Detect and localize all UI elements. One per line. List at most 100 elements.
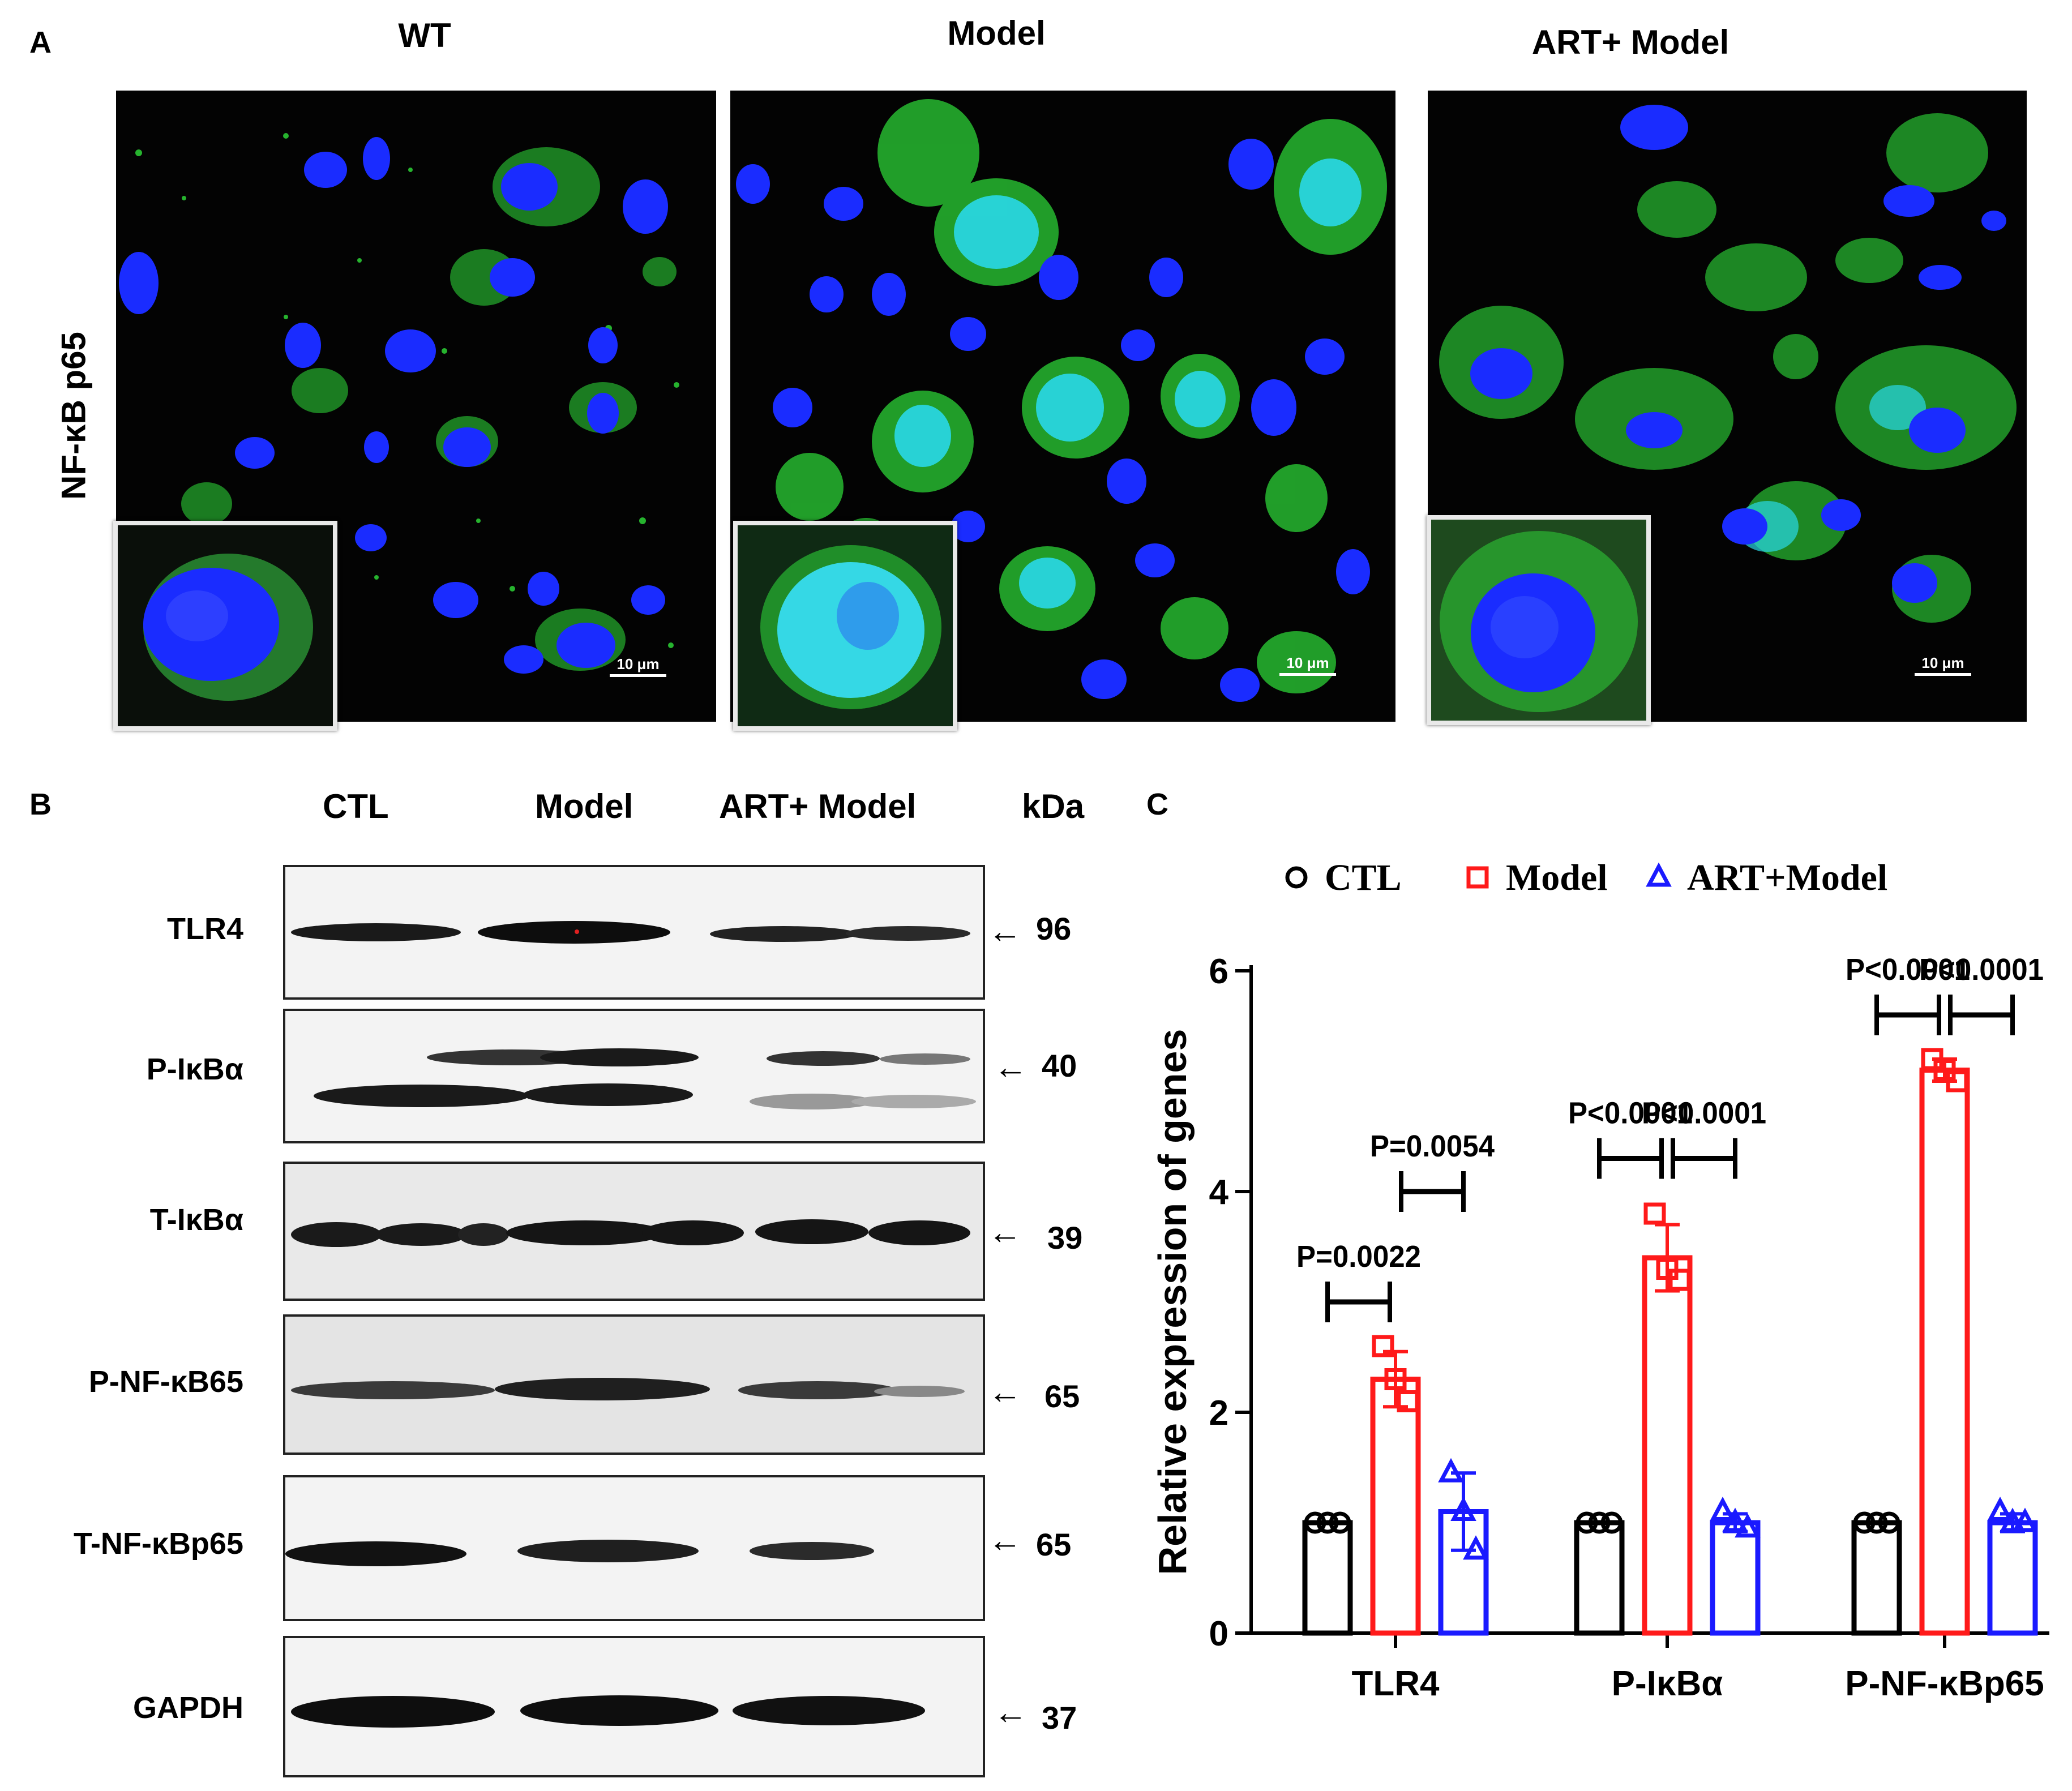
kda-header: kDa bbox=[1022, 787, 1085, 825]
kda-t-ikba: 39 bbox=[1047, 1220, 1083, 1256]
data-point bbox=[1735, 1513, 1761, 1538]
kda-tlr4: 96 bbox=[1036, 911, 1072, 946]
inset-wt bbox=[113, 521, 337, 731]
data-point bbox=[1722, 1507, 1748, 1532]
data-point bbox=[1668, 1269, 1691, 1291]
blot-label-t-ikba: T-IκBα bbox=[149, 1203, 243, 1237]
y-tick-label: 2 bbox=[1209, 1394, 1228, 1433]
data-point bbox=[1600, 1511, 1623, 1534]
lane-label-model: Model bbox=[535, 787, 633, 825]
inset-art-model-image bbox=[1431, 520, 1646, 721]
blot-label-gapdh: GAPDH bbox=[132, 1691, 243, 1725]
scale-bar-label: 10 μm bbox=[1921, 654, 1964, 671]
kda-t-nfkbp65: 65 bbox=[1036, 1527, 1072, 1562]
p-value-label: P=0.0022 bbox=[1296, 1240, 1421, 1274]
data-point bbox=[1643, 1202, 1666, 1225]
blot-label-p-ikba: P-IκBα bbox=[146, 1052, 243, 1086]
p-value-label: P<0.0001 bbox=[1642, 1096, 1766, 1130]
data-point bbox=[1384, 1368, 1407, 1390]
arrow-gapdh: ← bbox=[994, 1693, 1028, 1731]
panel-c-letter: C bbox=[1146, 787, 1168, 821]
blot-t-nfkbp65 bbox=[283, 1475, 985, 1621]
p-value-label: P<0.0001 bbox=[1846, 953, 1970, 987]
bar bbox=[1851, 1520, 1902, 1636]
data-point bbox=[1463, 1535, 1489, 1560]
panel-a-title-model: Model bbox=[947, 14, 1046, 52]
kda-gapdh: 37 bbox=[1042, 1700, 1077, 1736]
bar bbox=[1302, 1520, 1353, 1636]
data-point bbox=[1987, 1497, 2013, 1521]
p-value-label: P=0.0054 bbox=[1370, 1129, 1495, 1163]
data-point bbox=[1710, 1497, 1736, 1521]
panel-a-title-wt: WT bbox=[398, 16, 451, 54]
blot-t-ikba-bands bbox=[285, 1164, 983, 1299]
blot-gapdh-bands bbox=[291, 1695, 925, 1728]
data-point bbox=[1329, 1511, 1351, 1534]
blot-label-tlr4: TLR4 bbox=[167, 912, 243, 946]
blot-p-ikba bbox=[283, 1009, 985, 1143]
panel-a-title-art-model: ART+ Model bbox=[1531, 23, 1729, 61]
p-value-label: P<0.0001 bbox=[1919, 953, 2044, 987]
blot-label-p-nfkb65: P-NF-κB65 bbox=[88, 1365, 243, 1399]
data-point bbox=[1316, 1511, 1339, 1534]
data-point bbox=[1285, 866, 1308, 889]
blot-label-t-nfkbp65: T-NF-κBp65 bbox=[73, 1527, 243, 1561]
legend-label: Model bbox=[1506, 857, 1608, 898]
data-point bbox=[1865, 1511, 1888, 1534]
kda-p-ikba: 40 bbox=[1042, 1048, 1077, 1083]
kda-p-nfkb65: 65 bbox=[1044, 1378, 1080, 1414]
arrow-p-ikba: ← bbox=[994, 1048, 1028, 1086]
micrograph-art-model: 10 μm bbox=[1428, 91, 2027, 722]
data-point bbox=[1853, 1511, 1876, 1534]
scale-bar-art-model: 10 μm bbox=[1915, 654, 1971, 677]
data-point bbox=[2000, 1507, 2026, 1532]
arrow-t-nfkbp65: ← bbox=[988, 1521, 1022, 1559]
lane-label-ctl: CTL bbox=[323, 787, 389, 825]
data-point bbox=[2012, 1507, 2038, 1532]
bar bbox=[1574, 1520, 1625, 1636]
x-tick-label: P-IκBα bbox=[1612, 1664, 1723, 1703]
arrow-tlr4: ← bbox=[988, 912, 1022, 950]
scale-bar-wt: 10 μm bbox=[610, 655, 666, 678]
data-point bbox=[1372, 1335, 1394, 1357]
legend-label: ART+Model bbox=[1687, 857, 1887, 898]
scale-bar-label: 10 μm bbox=[1286, 654, 1329, 671]
blot-p-ikba-bands bbox=[314, 1048, 976, 1109]
data-point bbox=[1397, 1390, 1419, 1412]
y-tick-label: 6 bbox=[1209, 952, 1228, 991]
scale-bar-line bbox=[1279, 673, 1336, 676]
y-axis-label: Relative expression of genes bbox=[1150, 1029, 1195, 1575]
bar bbox=[1370, 1377, 1421, 1636]
inset-model-image bbox=[738, 525, 953, 726]
data-point bbox=[1438, 1458, 1464, 1482]
legend-label: CTL bbox=[1325, 857, 1402, 898]
scale-bar-line bbox=[610, 674, 666, 677]
panel-a-letter: A bbox=[29, 25, 52, 59]
bar-chart: 0 2 4 6 Relative expression of genes TLR4 P-Iκ… bbox=[1150, 857, 2049, 1703]
inset-wt-image bbox=[143, 554, 313, 701]
blot-gapdh bbox=[283, 1636, 985, 1777]
blot-t-ikba bbox=[283, 1162, 985, 1301]
scale-bar-model: 10 μm bbox=[1279, 654, 1336, 677]
data-point bbox=[1466, 866, 1489, 889]
data-point bbox=[1646, 862, 1672, 887]
panel-b-letter: B bbox=[29, 787, 52, 821]
panel-a-row-label: NF-κB p65 bbox=[54, 332, 93, 500]
blot-t-nfkbp65-bands bbox=[285, 1540, 874, 1566]
blot-p-nfkb65-bands bbox=[285, 1317, 983, 1452]
inset-art-model bbox=[1427, 515, 1651, 725]
data-point bbox=[1946, 1070, 1968, 1092]
inset-model bbox=[733, 521, 957, 731]
data-point bbox=[1304, 1511, 1326, 1534]
arrow-t-ikba: ← bbox=[988, 1213, 1022, 1251]
bar bbox=[1642, 1255, 1693, 1636]
data-point bbox=[1450, 1497, 1476, 1521]
scale-bar-label: 10 μm bbox=[617, 655, 660, 672]
micrograph-art-model-image bbox=[1439, 105, 2017, 623]
y-tick-label: 0 bbox=[1209, 1614, 1228, 1653]
bar bbox=[1919, 1068, 1970, 1636]
blot-tlr4-bands bbox=[291, 921, 970, 944]
p-value-label: P<0.0001 bbox=[1568, 1096, 1693, 1130]
lane-label-art-model: ART+ Model bbox=[719, 787, 917, 825]
